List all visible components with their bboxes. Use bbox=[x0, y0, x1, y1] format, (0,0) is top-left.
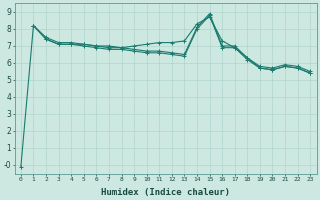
X-axis label: Humidex (Indice chaleur): Humidex (Indice chaleur) bbox=[101, 188, 230, 197]
